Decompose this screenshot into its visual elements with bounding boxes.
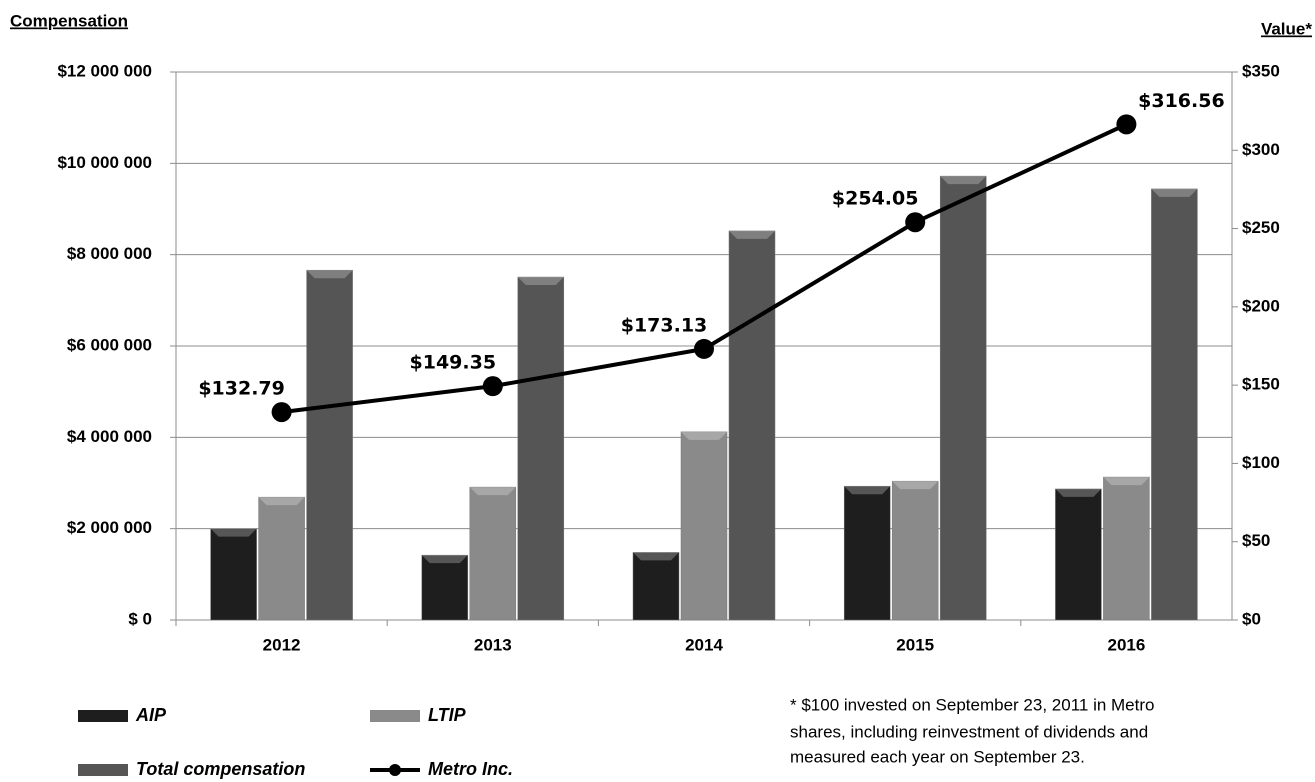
x-tick-label: 2013	[474, 635, 512, 654]
data-label: $149.35	[410, 352, 497, 374]
y-tick-label: $ 0	[128, 609, 152, 628]
y2-tick-label: $100	[1242, 453, 1280, 472]
bar	[1103, 476, 1150, 621]
data-label: $254.05	[832, 188, 919, 210]
line-point	[482, 376, 503, 397]
line-point	[1116, 114, 1137, 135]
y-tick-label: $8 000 000	[67, 244, 152, 263]
legend-swatch	[78, 710, 128, 722]
bar-bevel	[940, 176, 987, 185]
x-tick-label: 2016	[1107, 635, 1145, 654]
legend-label: LTIP	[428, 705, 467, 725]
y2-axis-title: Value*	[1261, 19, 1312, 38]
bar	[517, 276, 565, 621]
bar-bevel	[681, 431, 727, 440]
bar	[680, 431, 728, 621]
y2-tick-label: $250	[1242, 218, 1280, 237]
bar-bevel	[517, 277, 564, 286]
bar	[891, 480, 939, 621]
line-point	[694, 338, 714, 359]
footnote: measured each year on September 23.	[790, 747, 1085, 766]
bar	[306, 269, 353, 621]
bar-bevel	[1151, 188, 1198, 197]
y-tick-label: $6 000 000	[67, 335, 152, 354]
bar-bevel	[258, 497, 305, 506]
line	[281, 122, 1128, 415]
legend-swatch	[370, 710, 420, 722]
bar-bevel	[729, 230, 775, 239]
bar	[1055, 488, 1102, 621]
y2-tick-label: $0	[1242, 609, 1261, 628]
y2-tick-label: $350	[1242, 61, 1280, 80]
y2-tick-label: $300	[1242, 140, 1280, 159]
bar-bevel	[892, 481, 939, 490]
x-tick-label: 2014	[685, 635, 723, 654]
line-point	[271, 402, 292, 423]
y2-tick-label: $50	[1242, 531, 1270, 550]
legend-swatch	[78, 764, 128, 776]
y2-tick-label: $200	[1242, 296, 1280, 315]
y-tick-label: $4 000 000	[67, 427, 152, 446]
data-label: $173.13	[621, 314, 708, 336]
y-axis-title: Compensation	[10, 11, 128, 30]
data-label: $316.56	[1138, 90, 1225, 112]
legend-label: Total compensation	[136, 759, 305, 779]
bar	[632, 552, 680, 621]
legend-label: Metro Inc.	[428, 759, 513, 779]
bar	[469, 486, 517, 621]
bar-bevel	[1103, 477, 1150, 486]
y-tick-label: $12 000 000	[57, 61, 152, 80]
y-tick-label: $2 000 000	[67, 518, 152, 537]
bar-bevel	[844, 486, 891, 495]
bar-bevel	[306, 270, 353, 279]
legend-label: AIP	[135, 705, 167, 725]
footnote: * $100 invested on September 23, 2011 in…	[790, 695, 1154, 714]
bar	[728, 230, 776, 621]
bar-bevel	[210, 528, 257, 537]
bar	[210, 528, 257, 621]
y-tick-label: $10 000 000	[57, 153, 152, 172]
bar-bevel	[633, 552, 679, 561]
bar	[939, 175, 987, 621]
x-tick-label: 2012	[263, 635, 301, 654]
bar-bevel	[421, 555, 468, 564]
x-tick-label: 2015	[896, 635, 934, 654]
data-label: $132.79	[198, 378, 285, 400]
bar	[421, 554, 469, 621]
bar	[1151, 188, 1198, 621]
bar	[843, 485, 891, 621]
legend-swatch	[389, 764, 401, 776]
bar-bevel	[1055, 488, 1102, 497]
bar	[258, 496, 305, 621]
line-point	[905, 212, 926, 233]
bar-bevel	[469, 487, 516, 496]
footnote: shares, including reinvestment of divide…	[790, 722, 1148, 741]
y2-tick-label: $150	[1242, 375, 1280, 394]
